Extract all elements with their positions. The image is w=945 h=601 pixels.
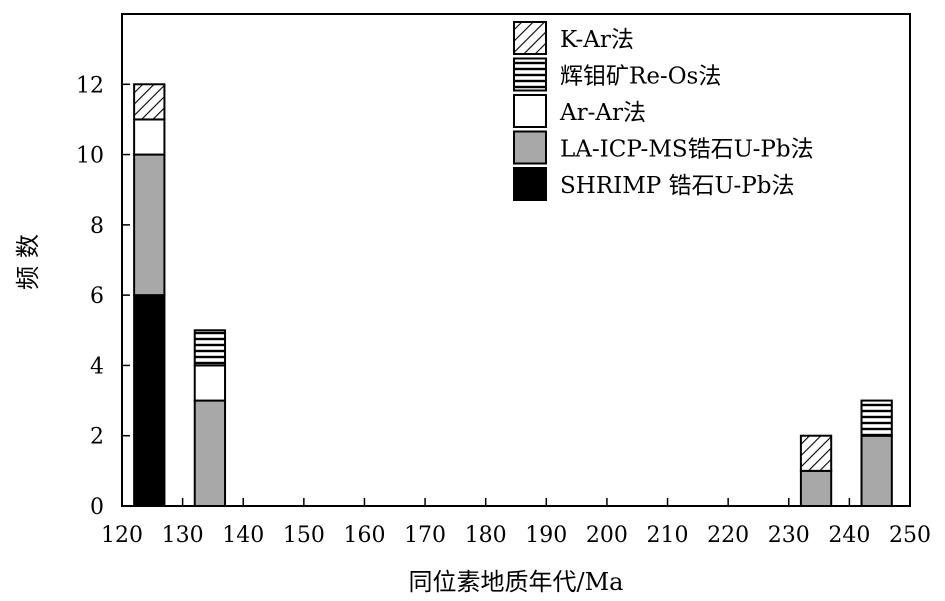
legend-swatch	[513, 21, 547, 55]
y-tick-label: 6	[90, 284, 104, 309]
y-tick-label: 8	[90, 214, 104, 239]
legend-label: Ar-Ar法	[559, 100, 646, 126]
legend-label: K-Ar法	[560, 27, 634, 53]
x-tick-label: 140	[222, 523, 264, 548]
legend-swatch	[513, 57, 547, 92]
x-tick-label: 200	[586, 523, 628, 548]
x-tick-label: 120	[101, 523, 143, 548]
x-tick-label: 220	[707, 523, 749, 548]
bar-segment	[799, 469, 833, 508]
y-tick-label: 0	[90, 495, 104, 520]
legend-label: LA-ICP-MS锆石U-Pb法	[560, 137, 814, 163]
x-tick-label: 240	[828, 523, 870, 548]
y-axis-ticks: 0 2 4 6 8 10 12	[76, 73, 130, 520]
bar-segment	[133, 153, 166, 297]
x-tick-label: 150	[283, 523, 325, 548]
bar-segment	[133, 83, 166, 121]
x-tick-label: 170	[404, 523, 446, 548]
bar-segment	[193, 329, 227, 367]
y-tick-label: 2	[90, 425, 104, 450]
x-tick-label: 130	[162, 523, 204, 548]
legend-swatch	[513, 130, 547, 165]
plot-frame	[121, 13, 911, 507]
bar-segment	[133, 118, 166, 156]
bar-segment	[860, 434, 893, 508]
bar-segment	[193, 399, 227, 508]
bar-segment	[193, 364, 227, 402]
x-tick-label: 230	[768, 523, 810, 548]
legend-swatch	[513, 167, 547, 201]
y-tick-label: 12	[76, 73, 104, 98]
x-tick-label: 210	[647, 523, 689, 548]
y-tick-label: 10	[76, 144, 104, 169]
bar-segment	[860, 399, 893, 437]
x-axis-ticks: 120 130 140 150 160 170 180 190 200 210 220 230 240 2…	[101, 498, 931, 548]
x-axis-title: 同位素地质年代/Ma	[409, 568, 624, 596]
legend-label: SHRIMP 锆石U-Pb法	[560, 173, 795, 199]
legend-swatch	[513, 94, 547, 128]
bar-segment	[799, 434, 833, 472]
x-tick-label: 190	[525, 523, 567, 548]
x-tick-label: 180	[465, 523, 507, 548]
x-tick-label: 250	[889, 523, 931, 548]
y-axis-title: 频 数	[14, 234, 42, 290]
bars-layer	[133, 83, 893, 508]
y-tick-label: 4	[90, 354, 104, 379]
x-tick-label: 160	[343, 523, 385, 548]
bar-segment	[133, 294, 166, 507]
legend-label: 辉钼矿Re-Os法	[560, 64, 721, 90]
